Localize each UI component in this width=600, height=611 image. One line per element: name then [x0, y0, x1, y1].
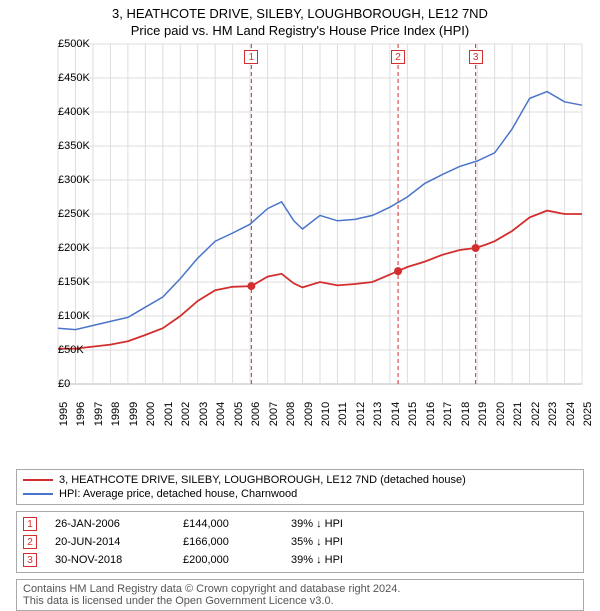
- x-tick-label: 2022: [530, 402, 542, 426]
- sale-dot: [472, 244, 480, 252]
- sale-date: 30-NOV-2018: [55, 554, 165, 566]
- sale-marker-box: 2: [23, 535, 37, 549]
- x-tick-label: 2004: [215, 402, 227, 426]
- x-tick-label: 2006: [250, 402, 262, 426]
- page: 3, HEATHCOTE DRIVE, SILEBY, LOUGHBOROUGH…: [0, 0, 600, 590]
- footer: Contains HM Land Registry data © Crown c…: [16, 579, 584, 611]
- sale-dot: [394, 267, 402, 275]
- x-tick-label: 2002: [180, 402, 192, 426]
- x-tick-label: 2003: [198, 402, 210, 426]
- chart-titles: 3, HEATHCOTE DRIVE, SILEBY, LOUGHBOROUGH…: [8, 6, 592, 38]
- plot-area: 1 2 3: [58, 44, 582, 384]
- series-blue: [58, 92, 582, 330]
- sale-marker-box: 1: [23, 517, 37, 531]
- sale-date: 20-JUN-2014: [55, 536, 165, 548]
- sale-diff: 39% ↓ HPI: [291, 554, 381, 566]
- legend: 3, HEATHCOTE DRIVE, SILEBY, LOUGHBOROUGH…: [16, 469, 584, 505]
- sale-marker-box: 2: [391, 50, 405, 64]
- x-tick-label: 1996: [75, 402, 87, 426]
- sales-table: 1 26-JAN-2006 £144,000 39% ↓ HPI 2 20-JUN-201…: [16, 511, 584, 573]
- sales-table-row: 3 30-NOV-2018 £200,000 39% ↓ HPI: [23, 551, 577, 569]
- sale-price: £200,000: [183, 554, 273, 566]
- footer-line-2: This data is licensed under the Open Gov…: [23, 595, 577, 607]
- sale-dot: [247, 282, 255, 290]
- legend-swatch-red: [23, 479, 53, 481]
- x-tick-label: 2008: [285, 402, 297, 426]
- series-svg: [58, 44, 582, 384]
- x-tick-label: 1999: [128, 402, 140, 426]
- sale-marker-box: 3: [23, 553, 37, 567]
- x-tick-label: 2005: [233, 402, 245, 426]
- sales-table-row: 1 26-JAN-2006 £144,000 39% ↓ HPI: [23, 515, 577, 533]
- title-line-1: 3, HEATHCOTE DRIVE, SILEBY, LOUGHBOROUGH…: [8, 6, 592, 21]
- x-tick-label: 2021: [512, 402, 524, 426]
- series-red: [58, 211, 582, 349]
- x-tick-label: 2010: [320, 402, 332, 426]
- legend-label-red: 3, HEATHCOTE DRIVE, SILEBY, LOUGHBOROUGH…: [59, 474, 466, 486]
- sale-price: £166,000: [183, 536, 273, 548]
- x-tick-label: 1997: [93, 402, 105, 426]
- x-tick-label: 2000: [145, 402, 157, 426]
- x-tick-label: 2012: [355, 402, 367, 426]
- x-tick-label: 2013: [372, 402, 384, 426]
- x-tick-label: 2018: [460, 402, 472, 426]
- x-tick-label: 2001: [163, 402, 175, 426]
- x-tick-label: 2007: [268, 402, 280, 426]
- title-line-2: Price paid vs. HM Land Registry's House …: [8, 23, 592, 38]
- sale-diff: 39% ↓ HPI: [291, 518, 381, 530]
- x-tick-label: 2016: [425, 402, 437, 426]
- sale-marker-box: 1: [244, 50, 258, 64]
- x-tick-label: 2014: [390, 402, 402, 426]
- sale-date: 26-JAN-2006: [55, 518, 165, 530]
- legend-row-blue: HPI: Average price, detached house, Char…: [23, 487, 577, 501]
- x-tick-label: 2023: [547, 402, 559, 426]
- chart: 123 £0£50K£100K£150K£200K£250K£300K£350K…: [18, 44, 588, 424]
- x-tick-label: 2011: [337, 402, 349, 426]
- x-tick-label: 1995: [58, 402, 70, 426]
- sale-diff: 35% ↓ HPI: [291, 536, 381, 548]
- x-tick-label: 2025: [582, 402, 594, 426]
- x-tick-label: 2019: [477, 402, 489, 426]
- x-tick-label: 2009: [303, 402, 315, 426]
- x-tick-label: 2015: [407, 402, 419, 426]
- legend-swatch-blue: [23, 493, 53, 495]
- sales-table-row: 2 20-JUN-2014 £166,000 35% ↓ HPI: [23, 533, 577, 551]
- sale-price: £144,000: [183, 518, 273, 530]
- footer-line-1: Contains HM Land Registry data © Crown c…: [23, 583, 577, 595]
- x-tick-label: 1998: [110, 402, 122, 426]
- legend-row-red: 3, HEATHCOTE DRIVE, SILEBY, LOUGHBOROUGH…: [23, 473, 577, 487]
- x-tick-label: 2017: [442, 402, 454, 426]
- sale-marker-box: 3: [469, 50, 483, 64]
- legend-label-blue: HPI: Average price, detached house, Char…: [59, 488, 297, 500]
- x-tick-label: 2024: [565, 402, 577, 426]
- x-tick-label: 2020: [495, 402, 507, 426]
